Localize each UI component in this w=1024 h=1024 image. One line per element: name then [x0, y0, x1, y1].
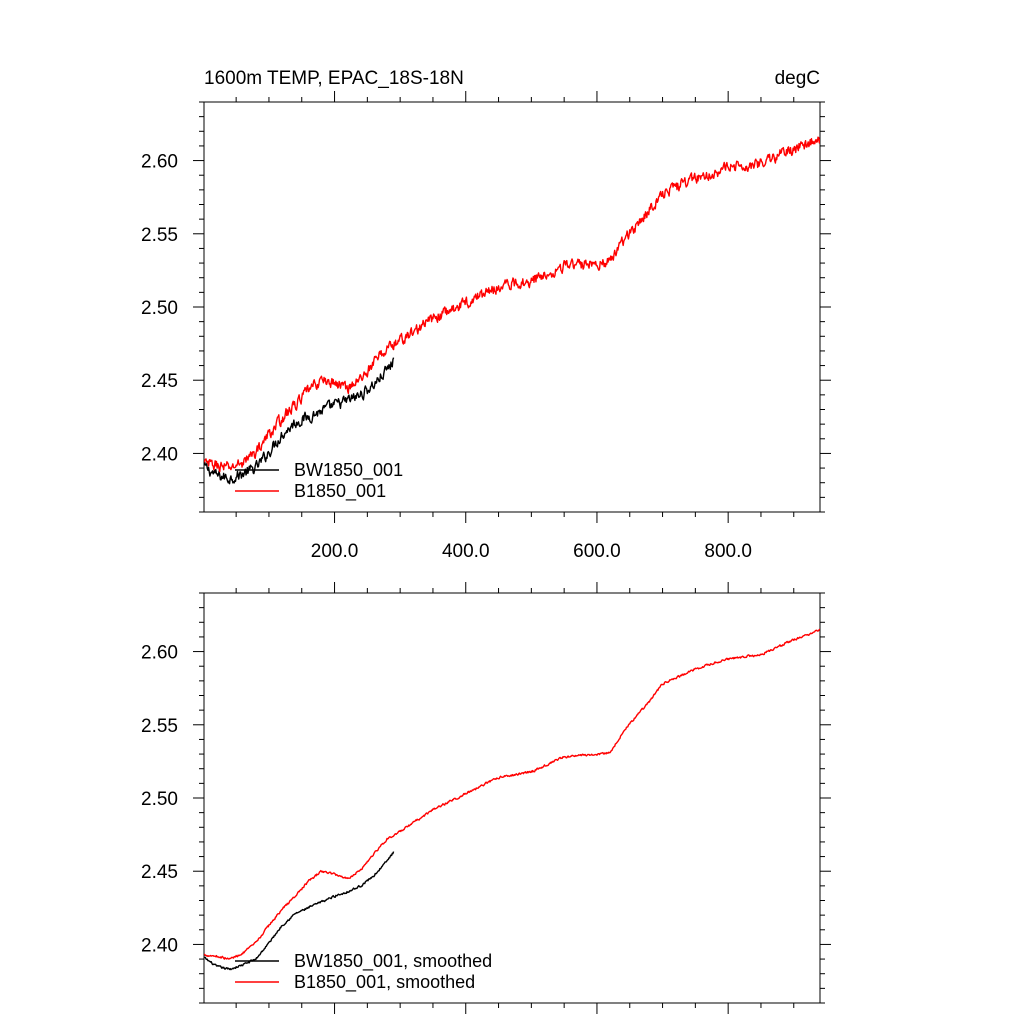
legend-label: B1850_001	[294, 481, 386, 502]
series-line-black	[204, 357, 395, 485]
x-tick-label: 400.0	[442, 541, 490, 562]
x-tick-label: 600.0	[573, 541, 621, 562]
series-line-red	[204, 628, 820, 960]
title-left: 1600m TEMP, EPAC_18S-18N	[204, 68, 464, 89]
title-right: degC	[775, 68, 820, 89]
y-tick-label: 2.50	[141, 789, 178, 810]
series-line-black	[204, 851, 395, 971]
series-line-red	[204, 136, 820, 473]
x-tick-label: 200.0	[311, 541, 359, 562]
y-tick-label: 2.40	[141, 444, 178, 465]
bottom-plot-panel: 2.40 2.45 2.50 2.55 2.60 BW1850_001, smoothed…	[141, 582, 831, 1014]
y-tick-label: 2.60	[141, 643, 178, 664]
plot-frame	[203, 592, 821, 1004]
legend-label: BW1850_001, smoothed	[294, 951, 492, 972]
top-plot-panel: 200.0 400.0 600.0 800.0 2.40 2.45 2.50 2.55 2.60…	[141, 91, 831, 562]
y-tick-label: 2.55	[141, 716, 178, 737]
y-tick-label: 2.40	[141, 935, 178, 956]
legend-label: BW1850_001	[294, 460, 403, 481]
y-tick-label: 2.60	[141, 152, 178, 173]
x-tick-label: 800.0	[704, 541, 752, 562]
legend-label: B1850_001, smoothed	[294, 972, 475, 993]
y-tick-label: 2.45	[141, 862, 178, 883]
y-tick-label: 2.45	[141, 371, 178, 392]
y-tick-label: 2.50	[141, 298, 178, 319]
y-tick-label: 2.55	[141, 225, 178, 246]
